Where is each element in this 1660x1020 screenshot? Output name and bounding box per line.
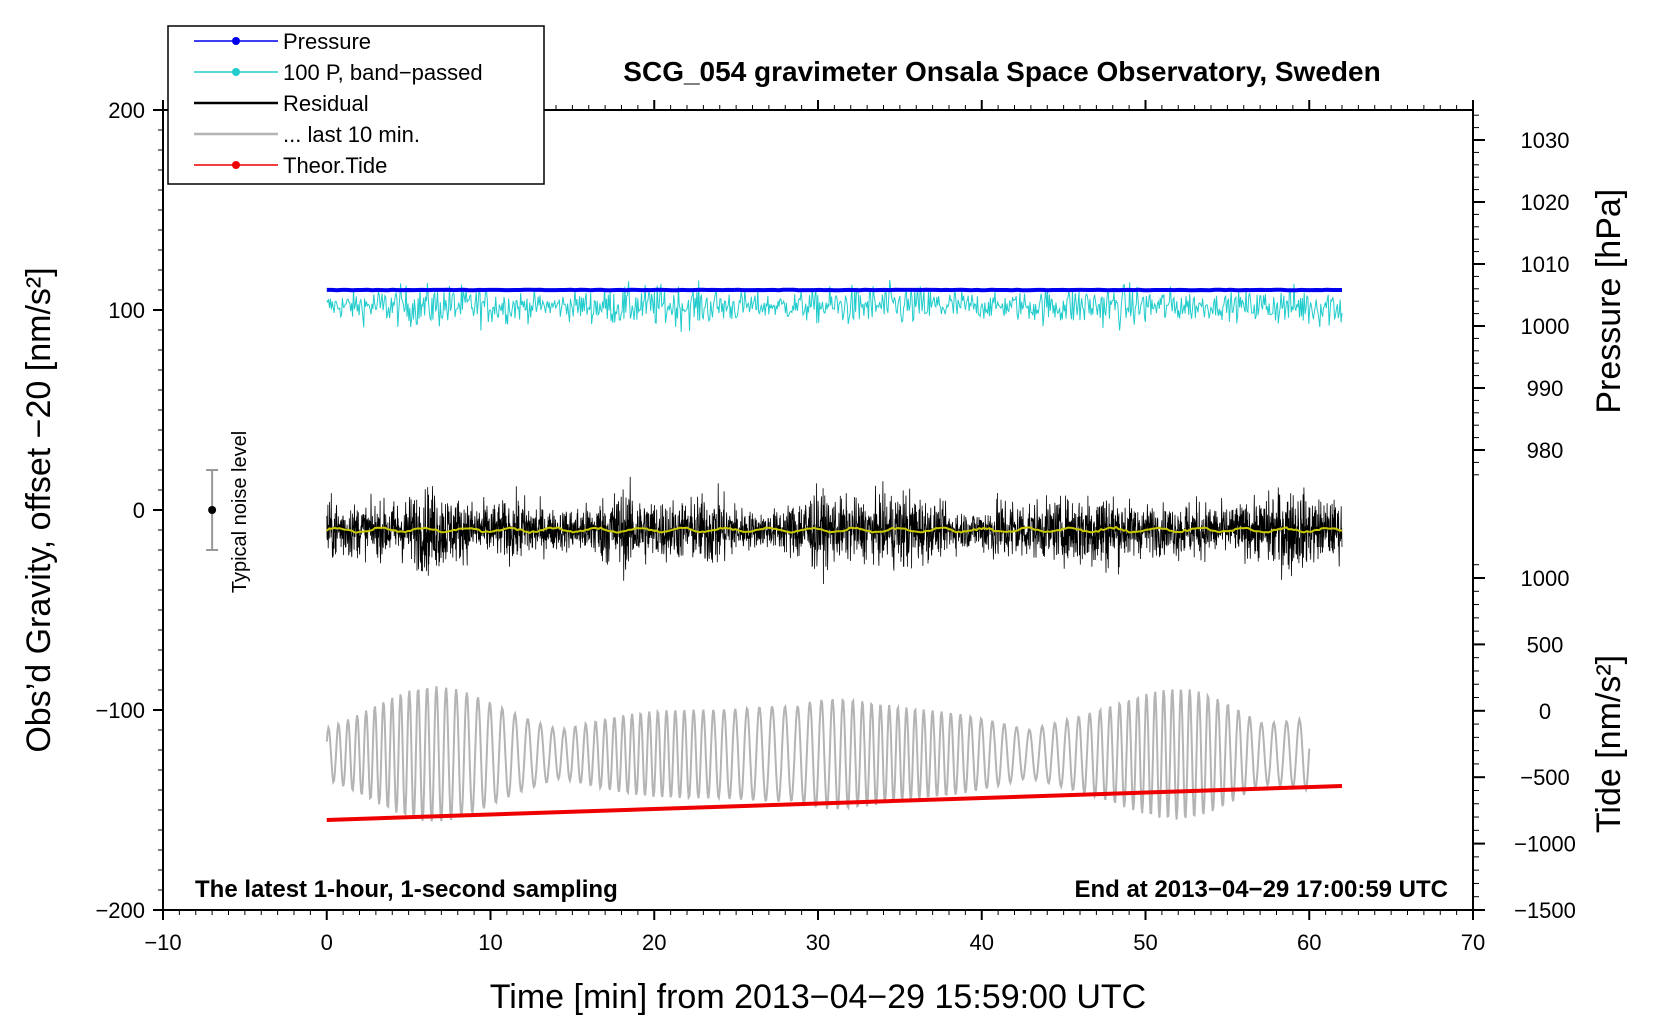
x-tick-label: 20	[642, 930, 666, 955]
x-tick-label: 30	[806, 930, 830, 955]
y-tick-label-left: −100	[95, 698, 145, 723]
tide-tick-label: −1500	[1514, 898, 1576, 923]
series-bandpassed-pressure	[326, 279, 1343, 333]
x-tick-label: 60	[1297, 930, 1321, 955]
legend-label: 100 P, band−passed	[283, 60, 483, 85]
y-tick-label-left: 200	[108, 98, 145, 123]
y-axis-label-tide: Tide [nm/s²]	[1590, 655, 1628, 833]
legend-box	[167, 25, 545, 185]
pressure-tick-label: 1030	[1521, 128, 1570, 153]
y-tick-label-left: 100	[108, 298, 145, 323]
legend-marker	[232, 37, 240, 45]
tide-tick-label: −1000	[1514, 832, 1576, 857]
x-tick-label: 70	[1461, 930, 1485, 955]
series-theoretical-tide	[326, 784, 1343, 822]
legend-label: ... last 10 min.	[283, 122, 420, 147]
series-residual	[326, 476, 1343, 585]
tide-tick-label: 1000	[1521, 566, 1570, 591]
legend-label: Residual	[283, 91, 369, 116]
series-last-10-min	[325, 686, 1311, 822]
tide-tick-label: 500	[1527, 632, 1564, 657]
x-tick-label: −10	[144, 930, 181, 955]
noise-bar-center-dot	[208, 506, 217, 514]
x-tick-label: 40	[970, 930, 994, 955]
legend-marker	[232, 161, 240, 169]
series-pressure	[326, 287, 1342, 293]
pressure-tick-label: 990	[1527, 376, 1564, 401]
pressure-tick-label: 980	[1527, 438, 1564, 463]
x-tick-label: 50	[1133, 930, 1157, 955]
y-axis-label-pressure: Pressure [hPa]	[1590, 189, 1628, 414]
y-axis-label-left: Obs’d Gravity, offset −20 [nm/s²]	[20, 267, 58, 752]
y-tick-label-left: 0	[133, 498, 145, 523]
legend: Pressure 100 P, band−passed Residual ... la…	[167, 25, 545, 185]
tide-tick-label: 0	[1539, 699, 1551, 724]
noise-level-indicator	[206, 469, 219, 551]
series-residual-smoothed	[326, 525, 1342, 535]
y-tick-label-left: −200	[95, 898, 145, 923]
noise-level-label: Typical noise level	[229, 431, 251, 593]
tide-tick-label: −500	[1520, 765, 1570, 790]
pressure-tick-label: 1020	[1521, 190, 1570, 215]
axes: −10 0 10 20 30 40 50 60 70−200−10001002009809901…	[95, 98, 1575, 955]
annotation-sampling: The latest 1-hour, 1-second sampling	[195, 876, 618, 903]
x-axis-label: Time [min] from 2013−04−29 15:59:00 UTC	[490, 978, 1146, 1016]
pressure-tick-label: 1010	[1521, 252, 1570, 277]
legend-marker	[232, 68, 240, 76]
pressure-tick-label: 1000	[1521, 314, 1570, 339]
chart-title: SCG_054 gravimeter Onsala Space Observat…	[623, 56, 1380, 87]
legend-label: Pressure	[283, 29, 371, 54]
annotation-end-time: End at 2013−04−29 17:00:59 UTC	[1074, 876, 1448, 903]
x-tick-label: 10	[478, 930, 502, 955]
legend-label: Theor.Tide	[283, 153, 387, 178]
x-tick-label: 0	[321, 930, 333, 955]
series-layer	[325, 279, 1343, 822]
